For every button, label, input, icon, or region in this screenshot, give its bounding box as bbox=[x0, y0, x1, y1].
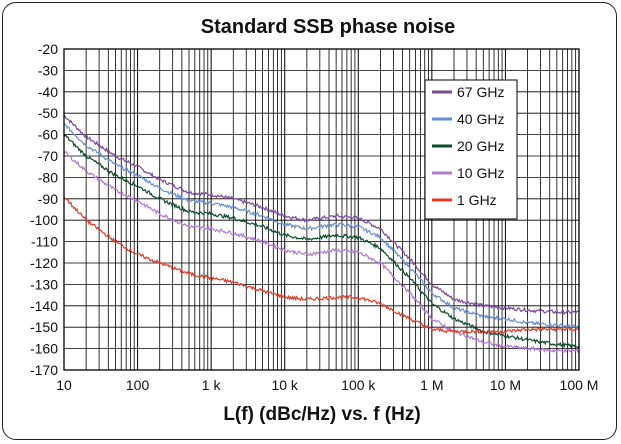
x-tick-label: 1 M bbox=[420, 377, 443, 393]
legend-label: 67 GHz bbox=[457, 84, 504, 100]
series-line-10-ghz bbox=[63, 151, 580, 354]
series-line-67-ghz bbox=[63, 114, 580, 316]
legend: 67 GHz 40 GHz 20 GHz 10 GHz 1 GHz bbox=[424, 79, 518, 220]
y-tick-label: -130 bbox=[30, 276, 58, 292]
legend-box bbox=[424, 79, 518, 220]
y-tick-label: -150 bbox=[30, 319, 58, 335]
legend-label: 40 GHz bbox=[457, 111, 504, 127]
y-tick-label: -80 bbox=[38, 169, 58, 185]
x-tick-label: 10 M bbox=[490, 377, 521, 393]
x-tick-label: 1 k bbox=[202, 377, 222, 393]
y-tick-label: -70 bbox=[38, 148, 58, 164]
y-tick-label: -170 bbox=[30, 362, 58, 378]
y-tick-label: -140 bbox=[30, 298, 58, 314]
x-tick-label: 100 k bbox=[341, 377, 376, 393]
series-lines bbox=[63, 114, 580, 354]
series-line-1-ghz bbox=[63, 196, 580, 335]
series-line-20-ghz bbox=[63, 133, 580, 349]
y-tick-label: -120 bbox=[30, 255, 58, 271]
legend-label: 20 GHz bbox=[457, 138, 504, 154]
y-tick-label: -50 bbox=[38, 105, 58, 121]
y-tick-label: -20 bbox=[38, 41, 58, 57]
y-tick-label: -110 bbox=[31, 234, 58, 250]
x-axis-ticks: 10 100 1 k 10 k 100 k 1 M 10 M 100 M bbox=[56, 377, 598, 393]
x-tick-label: 10 bbox=[56, 377, 72, 393]
chart-title: Standard SSB phase noise bbox=[201, 16, 456, 38]
y-tick-label: -90 bbox=[38, 191, 58, 207]
y-tick-label: -160 bbox=[30, 341, 58, 357]
y-tick-label: -60 bbox=[38, 127, 58, 143]
x-axis-label: L(f) (dBc/Hz) vs. f (Hz) bbox=[223, 404, 420, 425]
x-tick-label: 100 bbox=[126, 377, 150, 393]
plot-area-border bbox=[63, 48, 580, 371]
y-tick-label: -30 bbox=[38, 62, 58, 78]
y-axis-ticks: -20 -30 -40 -50 -60 -70 -80 -90 -100 -110 -120 -130… bbox=[30, 41, 58, 378]
chart-frame bbox=[2, 2, 617, 440]
legend-label: 1 GHz bbox=[457, 192, 497, 208]
y-tick-label: -40 bbox=[38, 84, 58, 100]
x-tick-label: 100 M bbox=[560, 377, 599, 393]
x-tick-label: 10 k bbox=[271, 377, 298, 393]
y-tick-label: -100 bbox=[30, 212, 58, 228]
series-line-40-ghz bbox=[63, 122, 580, 330]
legend-label: 10 GHz bbox=[457, 165, 504, 181]
